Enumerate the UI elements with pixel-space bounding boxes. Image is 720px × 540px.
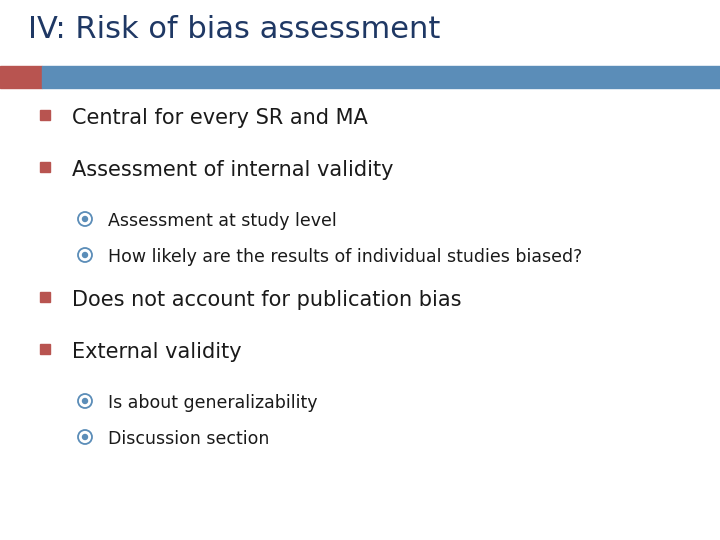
Text: External validity: External validity: [72, 342, 242, 362]
Text: How likely are the results of individual studies biased?: How likely are the results of individual…: [108, 248, 582, 266]
Circle shape: [83, 399, 88, 403]
Bar: [40, 344, 50, 354]
Bar: [40, 292, 50, 302]
Text: Discussion section: Discussion section: [108, 430, 269, 448]
Text: IV: Risk of bias assessment: IV: Risk of bias assessment: [28, 15, 441, 44]
Text: Does not account for publication bias: Does not account for publication bias: [72, 290, 462, 310]
Text: Assessment at study level: Assessment at study level: [108, 212, 337, 230]
Bar: [40, 162, 50, 172]
Circle shape: [83, 217, 88, 221]
Bar: [42, 66, 720, 88]
Bar: [0, 66, 42, 88]
Text: Assessment of internal validity: Assessment of internal validity: [72, 160, 394, 180]
Text: Central for every SR and MA: Central for every SR and MA: [72, 108, 368, 128]
Text: Is about generalizability: Is about generalizability: [108, 394, 318, 412]
Circle shape: [83, 435, 88, 440]
Bar: [40, 110, 50, 120]
Circle shape: [83, 253, 88, 258]
